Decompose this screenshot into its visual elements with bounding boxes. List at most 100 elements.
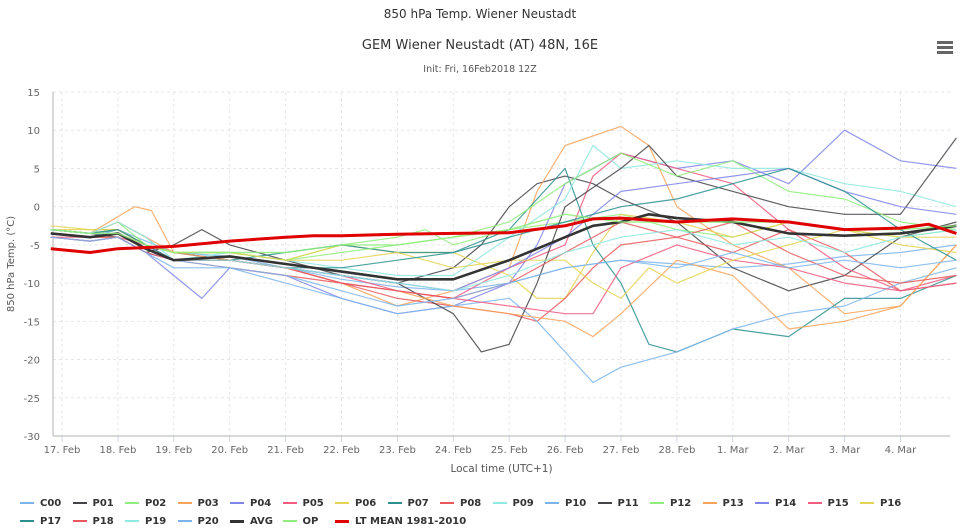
y-tick-label: -5 — [30, 241, 40, 252]
legend-label: AVG — [250, 515, 274, 527]
legend-item-op[interactable]: OP — [282, 516, 336, 527]
series-line-lt-mean-1981-2010 — [50, 216, 957, 254]
legend-item-p20[interactable]: P20 — [177, 516, 231, 527]
y-tick-label: -30 — [24, 432, 40, 443]
legend-item-avg[interactable]: AVG — [230, 516, 283, 527]
legend-item-p05[interactable]: P05 — [282, 497, 336, 509]
x-tick-label: 26. Feb — [547, 445, 584, 456]
chart-subtitle: GEM Wiener Neustadt (AT) 48N, 16E — [361, 38, 599, 53]
legend-label: P05 — [302, 497, 324, 509]
legend-item-p02[interactable]: P02 — [125, 498, 178, 509]
y-tick-label: 0 — [34, 203, 40, 214]
legend-swatch — [177, 502, 192, 504]
x-tick-label: 2. Mar — [773, 445, 805, 456]
legend-swatch — [282, 502, 297, 504]
legend-label: C00 — [40, 497, 62, 509]
y-tick-label: 5 — [34, 164, 40, 175]
legend-swatch — [335, 519, 349, 523]
legend-label: P02 — [145, 497, 167, 509]
legend-swatch — [125, 520, 139, 522]
legend-item-p18[interactable]: P18 — [72, 515, 126, 527]
x-tick-label: 20. Feb — [211, 445, 248, 456]
legend-label: P06 — [355, 497, 377, 509]
legend-item-p12[interactable]: P12 — [650, 498, 703, 509]
x-tick-label: 4. Mar — [885, 445, 917, 456]
legend-label: P08 — [460, 497, 482, 509]
legend-label: P01 — [92, 497, 114, 509]
x-tick-label: 22. Feb — [323, 445, 360, 456]
legend-swatch — [650, 502, 664, 504]
legend: C00 P01 P02 P03 P04 P05 P06 P07 P08 P09 P10 P11 P12 P… — [20, 494, 950, 530]
x-tick-label: 1. Mar — [717, 445, 749, 456]
legend-label: LT MEAN 1981-2010 — [355, 515, 467, 527]
legend-item-p09[interactable]: P09 — [492, 497, 546, 509]
series-line-p15 — [50, 236, 957, 315]
x-tick-label: 24. Feb — [435, 445, 472, 456]
legend-swatch — [177, 520, 192, 522]
legend-item-p03[interactable]: P03 — [177, 497, 231, 509]
legend-item-p11[interactable]: P11 — [597, 497, 651, 509]
legend-item-lt-mean-1981-2010[interactable]: LT MEAN 1981-2010 — [335, 516, 466, 527]
legend-swatch — [387, 502, 402, 504]
legend-label: P11 — [617, 497, 639, 509]
legend-item-p15[interactable]: P15 — [807, 497, 861, 509]
legend-row: C00 P01 P02 P03 P04 P05 P06 P07 P08 P09 P10 P11 P12 P… — [20, 494, 950, 512]
legend-label: P15 — [827, 497, 849, 509]
legend-label: P07 — [407, 497, 429, 509]
series-line-p08 — [50, 229, 957, 322]
x-tick-label: 23. Feb — [379, 445, 416, 456]
legend-label: P03 — [197, 497, 219, 509]
y-tick-label: -15 — [24, 317, 40, 328]
legend-label: P10 — [565, 497, 587, 509]
hamburger-menu-icon[interactable] — [937, 41, 953, 55]
legend-item-p14[interactable]: P14 — [755, 498, 808, 509]
legend-swatch — [440, 502, 454, 504]
legend-swatch — [702, 502, 717, 504]
y-tick-label: 15 — [27, 88, 40, 99]
legend-item-c00[interactable]: C00 — [20, 498, 73, 509]
legend-swatch — [230, 519, 244, 523]
legend-label: P18 — [92, 515, 114, 527]
legend-label: P14 — [775, 497, 797, 509]
x-tick-label: 19. Feb — [155, 445, 192, 456]
legend-item-p08[interactable]: P08 — [440, 498, 493, 509]
legend-swatch — [282, 520, 297, 522]
x-tick-label: 25. Feb — [491, 445, 528, 456]
legend-swatch — [72, 520, 87, 522]
series-line-p20 — [50, 236, 957, 307]
legend-item-p06[interactable]: P06 — [335, 498, 388, 509]
line-chart: 15 10 5 0 -5 -10 -15 -20 -25 -30 17. Feb 18. Feb 19.… — [6, 88, 957, 475]
series-line-p04 — [50, 129, 957, 315]
legend-item-p04[interactable]: P04 — [230, 498, 283, 509]
legend-label: P09 — [512, 497, 534, 509]
init-time: Init: Fri, 16Feb2018 12Z — [423, 64, 537, 75]
legend-swatch — [335, 502, 349, 504]
legend-label: P13 — [722, 497, 744, 509]
legend-swatch — [20, 502, 34, 504]
legend-item-p17[interactable]: P17 — [20, 516, 73, 527]
series-line-avg — [50, 213, 957, 281]
y-tick-label: -10 — [24, 279, 40, 290]
legend-swatch — [72, 502, 87, 504]
legend-swatch — [597, 502, 612, 504]
legend-item-p10[interactable]: P10 — [545, 498, 598, 509]
legend-item-p13[interactable]: P13 — [702, 497, 756, 509]
x-tick-label: 17. Feb — [44, 445, 81, 456]
legend-item-p19[interactable]: P19 — [125, 516, 178, 527]
x-tick-label: 3. Mar — [829, 445, 861, 456]
y-axis-title: 850 hPa Temp. (°C) — [6, 216, 17, 312]
series-line-p14 — [50, 167, 957, 292]
x-tick-label: 28. Feb — [659, 445, 696, 456]
y-tick-label: -20 — [24, 356, 40, 367]
legend-label: P17 — [40, 515, 62, 527]
legend-item-p01[interactable]: P01 — [72, 497, 126, 509]
x-tick-label: 21. Feb — [267, 445, 304, 456]
x-tick-label: 27. Feb — [603, 445, 640, 456]
legend-label: P19 — [145, 515, 167, 527]
legend-label: P12 — [670, 497, 692, 509]
legend-item-p07[interactable]: P07 — [387, 497, 441, 509]
legend-swatch — [125, 502, 139, 504]
legend-swatch — [20, 520, 34, 522]
legend-item-p16[interactable]: P16 — [860, 498, 913, 509]
legend-label: P04 — [250, 497, 272, 509]
